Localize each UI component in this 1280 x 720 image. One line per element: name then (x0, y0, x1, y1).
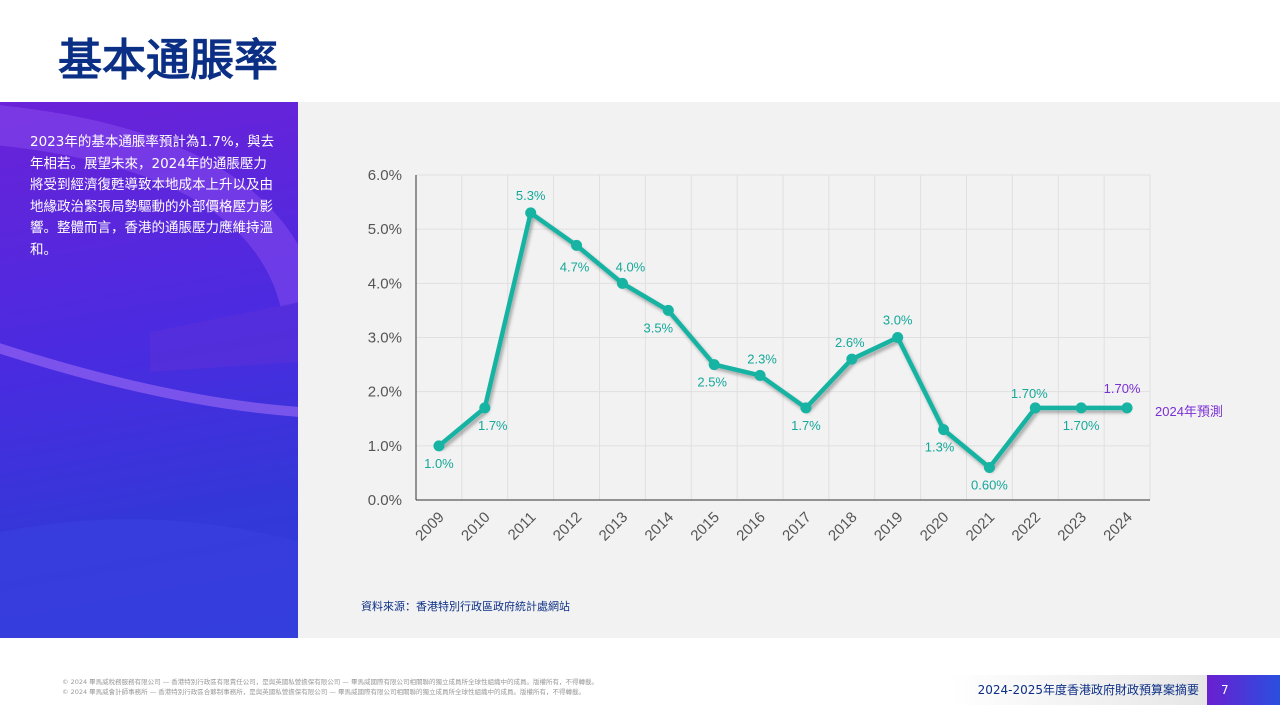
point (571, 239, 583, 251)
x-tick-label: 2024 (1100, 509, 1136, 545)
value-label: 2.5% (697, 375, 727, 390)
chart: 0.0% 1.0% 2.0% 3.0% 4.0% 5.0% 6.0% 2009 2010 2011… (368, 167, 1223, 545)
y-tick-label: 4.0% (368, 275, 402, 292)
x-tick-label: 2018 (825, 509, 861, 545)
source-note: 資料來源：香港特別行政區政府統計處網站 (361, 600, 570, 613)
annotation: 2024年預測 (1155, 404, 1223, 419)
point (938, 424, 950, 436)
y-tick-label: 0.0% (368, 492, 402, 509)
x-tick-label: 2012 (550, 509, 586, 545)
point (708, 359, 720, 371)
value-label: 1.0% (424, 456, 454, 471)
value-label: 2.3% (747, 351, 777, 366)
point (1121, 402, 1133, 414)
y-tick-label: 6.0% (368, 167, 402, 184)
copyright: © 2024 畢馬威稅務服務有限公司 — 香港特別行政區有限責任公司，是與英國私… (62, 678, 598, 686)
x-tick-label: 2017 (779, 509, 815, 545)
value-label: 1.70% (1063, 418, 1100, 433)
decoration (0, 105, 298, 638)
x-tick-label: 2009 (412, 509, 448, 545)
value-label: 4.7% (560, 259, 590, 274)
point (433, 440, 445, 452)
page-number: 7 (1207, 675, 1280, 705)
copyright: © 2024 畢馬威會計師事務所 — 香港特別行政區合夥制事務所，是與英國私營擔… (62, 688, 585, 696)
value-label: 3.0% (883, 313, 913, 328)
point (616, 277, 628, 289)
value-label: 1.3% (925, 440, 955, 455)
x-tick-label: 2022 (1009, 509, 1045, 545)
point (892, 332, 904, 343)
x-tick-label: 2023 (1054, 509, 1090, 545)
value-label: 4.0% (616, 259, 646, 274)
intro-text: 2023年的基本通脹率預計為1.7%，與去年相若。展望未來，2024年的通脹壓力… (30, 134, 275, 258)
x-tick-label: 2020 (917, 509, 953, 545)
y-tick-label: 3.0% (368, 330, 402, 347)
y-tick-label: 5.0% (368, 221, 402, 238)
x-tick-label: 2019 (871, 509, 907, 545)
value-label: 5.3% (516, 188, 546, 203)
point (1075, 402, 1087, 414)
side-panel: 2023年的基本通脹率預計為1.7%，與去年相若。展望未來，2024年的通脹壓力… (0, 102, 298, 638)
x-tick-label: 2021 (963, 509, 999, 545)
value-label: 1.7% (478, 418, 508, 433)
x-tick-label: 2016 (733, 509, 769, 545)
chart-panel: 0.0% 1.0% 2.0% 3.0% 4.0% 5.0% 6.0% 2009 2010 2011… (298, 102, 1280, 638)
line (437, 210, 1128, 470)
point (800, 402, 812, 414)
y-tick-label: 1.0% (368, 438, 402, 455)
value-label: 1.70% (1011, 386, 1048, 401)
slide-title: 基本通脹率 (58, 35, 278, 86)
x-tick-label: 2011 (505, 509, 540, 544)
value-label: 2.6% (835, 335, 865, 350)
x-tick-label: 2010 (458, 509, 494, 545)
y-tick-label: 2.0% (368, 384, 402, 401)
value-label: 0.60% (971, 478, 1008, 493)
report-title: 2024-2025年度香港政府財政預算案摘要 (950, 675, 1207, 705)
point (754, 369, 766, 381)
x-tick-label: 2014 (642, 509, 678, 545)
point (525, 207, 537, 219)
value-label: 3.5% (643, 320, 673, 335)
point (846, 353, 858, 365)
point (662, 304, 674, 316)
point (479, 402, 491, 414)
point (1029, 402, 1041, 414)
point (983, 462, 995, 473)
x-tick-label: 2013 (596, 509, 632, 545)
value-label: 1.70% (1104, 381, 1141, 396)
x-tick-label: 2015 (687, 509, 723, 545)
value-label: 1.7% (791, 418, 821, 433)
